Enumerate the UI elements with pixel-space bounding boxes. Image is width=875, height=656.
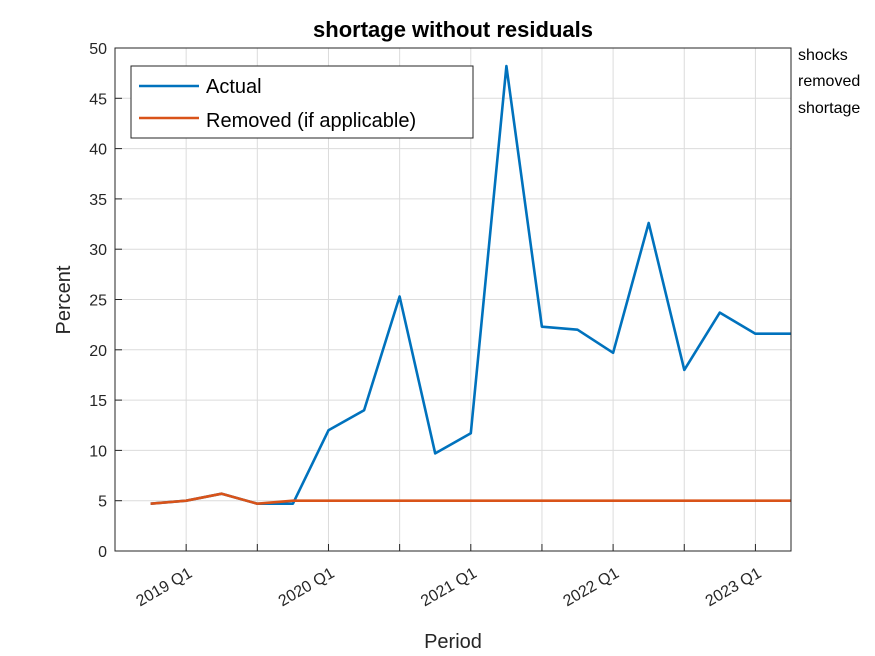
series-line-removed — [150, 492, 791, 506]
y-tick-label-6: 30 — [89, 242, 107, 259]
legend-label-removed: Removed (if applicable) — [206, 110, 416, 132]
legend: Actual Removed (if applicable) — [130, 65, 474, 139]
annotation-shortage: shortage — [798, 100, 860, 117]
y-tick-label-0: 0 — [98, 544, 107, 561]
series-group — [150, 64, 791, 506]
chart-title: shortage without residuals — [313, 17, 593, 42]
y-tick-label-9: 45 — [89, 91, 107, 108]
y-tick-label-3: 15 — [89, 393, 107, 410]
y-tick-label-4: 20 — [89, 343, 107, 360]
y-tick-label-10: 50 — [89, 41, 107, 58]
x-tick-label-3: 2022 Q1 — [560, 565, 622, 610]
y-tick-label-8: 40 — [89, 142, 107, 159]
y-tick-label-5: 25 — [89, 293, 107, 310]
legend-box — [130, 65, 474, 139]
y-tick-label-7: 35 — [89, 192, 107, 209]
x-axis-label: Period — [424, 631, 482, 653]
y-axis-label: Percent — [53, 265, 75, 334]
x-tick-label-4: 2023 Q1 — [703, 565, 765, 610]
y-tick-label-2: 10 — [89, 443, 107, 460]
x-tick-label-0: 2019 Q1 — [133, 565, 195, 610]
y-tick-label-1: 5 — [98, 494, 107, 511]
annotation-removed: removed — [798, 73, 860, 90]
y-tick-labels: 0 5 10 15 20 25 30 35 40 45 50 — [89, 41, 107, 561]
legend-label-actual: Actual — [206, 76, 262, 98]
x-tick-label-1: 2020 Q1 — [276, 565, 338, 610]
x-tick-labels: 2019 Q1 2020 Q1 2021 Q1 2022 Q1 2023 Q1 — [133, 565, 764, 610]
tick-marks — [115, 47, 756, 552]
x-tick-label-2: 2021 Q1 — [418, 565, 480, 610]
annotation-shocks: shocks — [798, 47, 848, 64]
